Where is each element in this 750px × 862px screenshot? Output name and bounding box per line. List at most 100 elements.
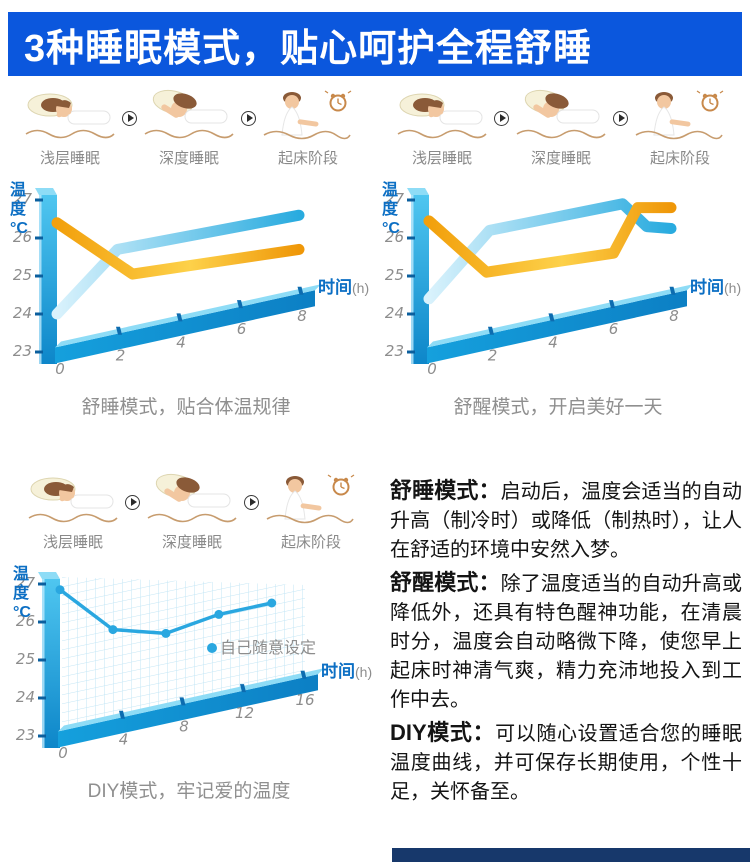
deep-sleep-icon	[147, 473, 237, 522]
stage-label: 浅层睡眠	[411, 149, 472, 167]
panel-wake-mode: 浅层睡眠 深度睡眠 起床阶段 23 24 25 26 27 0 2 4 6 8 温度 °C 时间(h) 舒醒…	[372, 89, 744, 419]
svg-text:26: 26	[385, 228, 404, 246]
wake-mode-description-body: 除了温度适当的自动升高或降低外，还具有特色醒神功能，在清晨时分，温度会自动略微下…	[390, 573, 742, 711]
sleep-stages-strip: 浅层睡眠 深度睡眠 起床阶段	[0, 473, 381, 551]
svg-text:温: 温	[9, 181, 26, 199]
svg-text:度: 度	[10, 199, 27, 218]
next-arrow-icon	[241, 110, 256, 126]
svg-text:24: 24	[16, 688, 35, 706]
x-axis-beam	[427, 290, 687, 364]
svg-text:4: 4	[119, 731, 129, 749]
wake-mode-caption: 舒醒模式，开启美好一天	[453, 397, 663, 418]
diy-mode-description: DIY模式：可以随心设置适合您的睡眠温度曲线，并可保存长期使用，个性十足，关怀备…	[390, 717, 742, 806]
x-axis-label: 时间(h)	[318, 277, 369, 297]
stage-label: 浅层睡眠	[42, 533, 103, 551]
data-point-dot	[214, 609, 224, 619]
diy-mode-caption: DIY模式，牢记爱的温度	[87, 781, 291, 802]
svg-text:26: 26	[13, 228, 32, 246]
diy-mode-description-title: DIY模式：	[390, 720, 496, 746]
sleep-stage: 起床阶段	[263, 473, 359, 552]
sleep-stage: 浅层睡眠	[22, 89, 118, 168]
svg-text:23: 23	[16, 726, 35, 744]
svg-text:度: 度	[382, 199, 399, 218]
sleep-stage: 深度睡眠	[513, 89, 609, 168]
sleep-stage: 浅层睡眠	[394, 89, 490, 168]
svg-text:25: 25	[16, 650, 35, 668]
y-axis-beam	[39, 195, 57, 364]
next-arrow-icon	[244, 494, 259, 510]
svg-text:4: 4	[176, 333, 186, 351]
sleep-stages-strip: 浅层睡眠 深度睡眠 起床阶段	[0, 89, 375, 167]
svg-text:24: 24	[13, 304, 32, 322]
data-point-dot	[55, 585, 65, 595]
svg-text:度: 度	[13, 583, 30, 602]
y-axis-beam	[411, 195, 429, 364]
svg-text:2: 2	[116, 347, 126, 365]
light-sleep-icon	[397, 93, 487, 138]
svg-text:23: 23	[13, 342, 32, 360]
sleep-stage: 起床阶段	[632, 89, 728, 168]
legend-label: 自己随意设定	[220, 638, 316, 657]
sleep-mode-description: 舒睡模式：启动后，温度会适当的自动升高（制冷时）或降低（制热时），让人在舒适的环…	[390, 475, 742, 564]
temperature-ribbon-orange	[51, 217, 305, 280]
svg-text:16: 16	[295, 691, 314, 709]
x-axis-label: 时间(h)	[321, 661, 372, 681]
svg-text:0: 0	[55, 360, 65, 378]
svg-text:°C: °C	[13, 604, 31, 621]
promo-page: 3种睡眠模式，贴心呵护全程舒睡 浅层睡眠 深度睡眠 起床阶段 23 24 25 26 27 0…	[0, 12, 750, 862]
svg-text:8: 8	[179, 717, 189, 735]
wake-up-icon	[266, 474, 355, 523]
page-title: 3种睡眠模式，贴心呵护全程舒睡	[8, 12, 742, 76]
svg-text:0: 0	[58, 744, 68, 762]
next-arrow-icon	[122, 110, 137, 126]
svg-text:27: 27	[16, 574, 36, 592]
svg-text:6: 6	[609, 320, 619, 338]
svg-text:°C: °C	[10, 220, 28, 237]
deep-sleep-icon	[144, 89, 234, 138]
svg-text:0: 0	[427, 360, 437, 378]
sleep-stage: 深度睡眠	[144, 473, 240, 552]
svg-text:23: 23	[385, 342, 404, 360]
svg-text:8: 8	[669, 307, 679, 325]
stage-label: 起床阶段	[277, 149, 338, 167]
sleep-stage: 浅层睡眠	[25, 473, 121, 552]
mode-descriptions: 舒睡模式：启动后，温度会适当的自动升高（制冷时）或降低（制热时），让人在舒适的环…	[378, 473, 742, 810]
svg-text:2: 2	[488, 347, 498, 365]
svg-text:27: 27	[13, 190, 33, 208]
temperature-ribbon-blue	[51, 209, 305, 320]
svg-text:27: 27	[385, 190, 405, 208]
data-point-dot	[161, 628, 171, 638]
stage-label: 浅层睡眠	[39, 149, 100, 167]
svg-text:6: 6	[237, 320, 247, 338]
wake-mode-description-title: 舒醒模式：	[390, 570, 501, 596]
deep-sleep-icon	[516, 89, 606, 138]
svg-text:12: 12	[235, 704, 254, 722]
svg-text:4: 4	[548, 333, 558, 351]
sleep-stages-strip: 浅层睡眠 深度睡眠 起床阶段	[369, 89, 747, 167]
legend-dot-icon	[207, 643, 217, 653]
next-arrow-icon	[125, 494, 140, 510]
sleep-mode-caption: 舒睡模式，贴合体温规律	[81, 397, 291, 418]
footer-bar	[392, 848, 750, 862]
wake-up-icon	[635, 90, 724, 139]
stage-label: 深度睡眠	[530, 149, 591, 167]
x-axis-beam	[58, 674, 318, 748]
svg-text:温: 温	[12, 565, 29, 583]
x-axis-label: 时间(h)	[690, 277, 741, 297]
next-arrow-icon	[613, 110, 628, 126]
wake-mode-description: 舒醒模式：除了温度适当的自动升高或降低外，还具有特色醒神功能，在清晨时分，温度会…	[390, 567, 742, 714]
sleep-stage: 深度睡眠	[141, 89, 237, 168]
temperature-ribbon-orange	[423, 202, 677, 278]
top-charts-row: 浅层睡眠 深度睡眠 起床阶段 23 24 25 26 27 0 2 4 6 8 温度 °C 时间(h) 舒睡…	[0, 89, 750, 419]
panel-sleep-mode: 浅层睡眠 深度睡眠 起床阶段 23 24 25 26 27 0 2 4 6 8 温度 °C 时间(h) 舒睡…	[0, 89, 372, 419]
next-arrow-icon	[494, 110, 509, 126]
diy-mode-description-body: 可以随心设置适合您的睡眠温度曲线，并可保存长期使用，个性十足，关怀备至。	[390, 723, 743, 803]
svg-text:8: 8	[297, 307, 307, 325]
svg-text:25: 25	[13, 266, 32, 284]
stage-label: 深度睡眠	[158, 149, 219, 167]
y-axis-beam	[42, 579, 60, 748]
bottom-row: 浅层睡眠 深度睡眠 起床阶段 23 24 25 26 27 0 4 8 12 16 温度 °C 时间(h) 自…	[0, 473, 750, 810]
x-axis-beam	[55, 290, 315, 364]
